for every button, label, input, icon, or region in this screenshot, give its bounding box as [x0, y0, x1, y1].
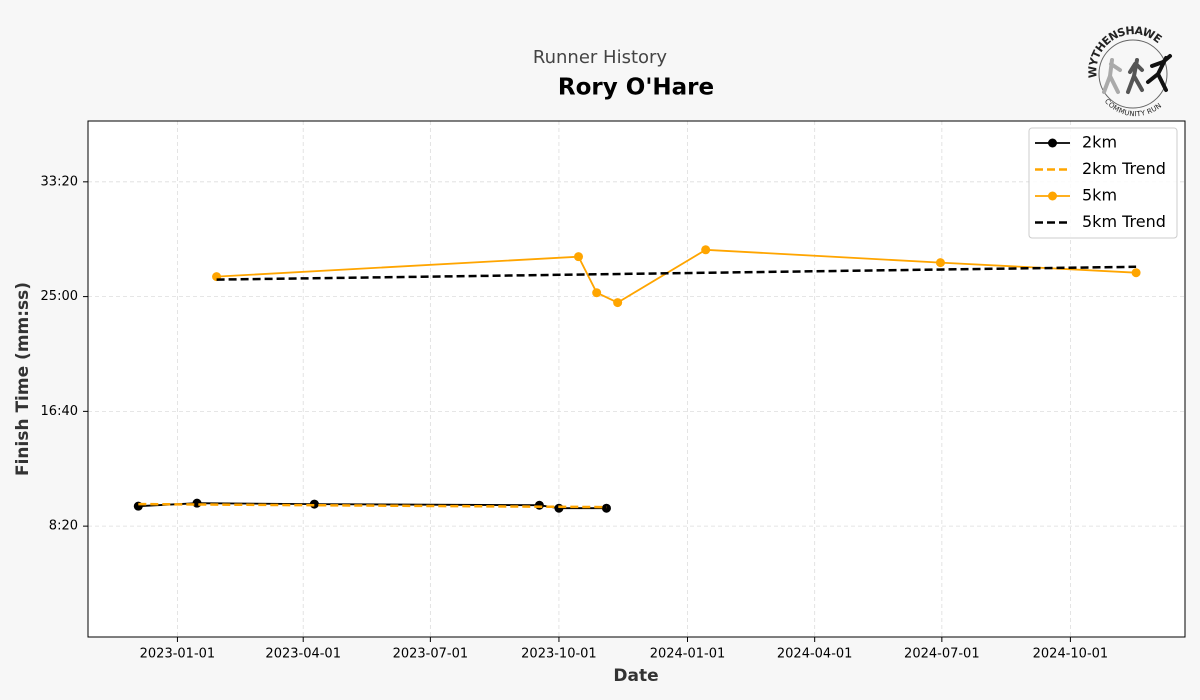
x-tick-label: 2024-10-01: [1033, 647, 1109, 662]
y-tick-label: 25:00: [41, 289, 78, 304]
plot-area: [88, 121, 1185, 637]
logo-ring: [1098, 39, 1168, 109]
data-point: [554, 503, 564, 513]
data-point: [935, 258, 945, 268]
x-tick-label: 2024-04-01: [777, 647, 853, 662]
legend-box: [1028, 127, 1178, 239]
data-point: [701, 245, 711, 255]
data-point: [613, 298, 623, 308]
x-tick-label: 2024-01-01: [650, 647, 726, 662]
legend-marker: [1048, 191, 1057, 201]
data-point: [574, 252, 584, 262]
data-point: [534, 500, 544, 510]
logo-runners: [1102, 54, 1172, 94]
plot-frame: [87, 120, 1186, 638]
x-tick-label: 2024-07-01: [904, 647, 980, 662]
x-tick-label: 2023-04-01: [265, 647, 341, 662]
legend-label: 2km: [1082, 133, 1117, 152]
chart-title: Rory O'Hare: [558, 75, 714, 101]
series-line: [138, 502, 607, 509]
legend-label: 5km: [1082, 186, 1117, 205]
data-point: [592, 288, 602, 298]
chart-suptitle: Runner History: [533, 47, 668, 68]
y-tick-label: 33:20: [41, 174, 78, 189]
x-tick-label: 2023-10-01: [521, 647, 597, 662]
legend-label: 5km Trend: [1082, 212, 1166, 231]
data-point: [1131, 268, 1141, 278]
legend-label: 2km Trend: [1082, 159, 1166, 178]
legend-marker: [1048, 138, 1057, 148]
legend: 2km 2km Trend 5km 5km Trend: [1028, 127, 1178, 239]
grid: 2023-01-01 2023-04-01 2023-07-01 2023-10-01…: [41, 121, 1185, 662]
x-axis-label: Date: [613, 666, 658, 686]
series-line: [216, 265, 1137, 281]
y-tick-label: 8:20: [49, 519, 78, 534]
y-tick-label: 16:40: [41, 404, 78, 419]
data-point: [192, 498, 202, 508]
x-tick-label: 2023-07-01: [393, 647, 469, 662]
y-axis-label: Finish Time (mm:ss): [13, 282, 33, 476]
plot-marks: [133, 245, 1141, 513]
x-tick-label: 2023-01-01: [140, 647, 216, 662]
